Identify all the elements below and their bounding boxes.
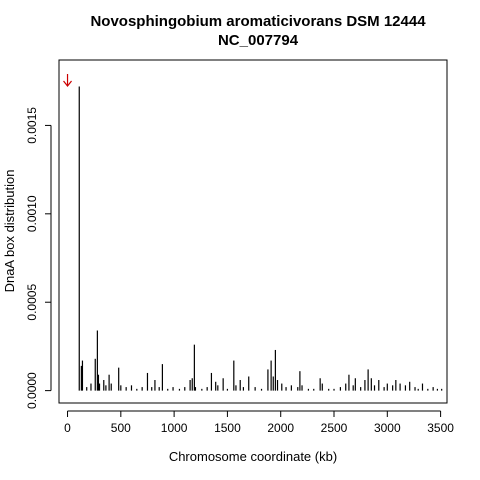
x-tick-label: 3500 (427, 421, 454, 435)
x-tick-label: 1500 (214, 421, 241, 435)
x-tick-label: 500 (111, 421, 131, 435)
plot-frame (58, 59, 448, 404)
origin-marker (63, 74, 72, 87)
chart-subtitle: NC_007794 (218, 32, 299, 49)
bars-group (78, 86, 443, 391)
y-axis-label: DnaA box distribution (2, 170, 17, 293)
origin-arrow (63, 80, 72, 87)
y-axis: 0.0000 0.0005 0.0010 0.0015 (25, 107, 52, 409)
x-tick-label: 1000 (161, 421, 188, 435)
y-tick-label: 0.0015 (25, 107, 39, 144)
x-tick-label: 3000 (374, 421, 401, 435)
y-tick-label: 0.0000 (25, 372, 39, 409)
x-tick-label: 2000 (267, 421, 294, 435)
y-tick-label: 0.0005 (25, 284, 39, 321)
x-tick-label: 2500 (321, 421, 348, 435)
x-axis: 0 500 1000 1500 2000 2500 3000 3500 (64, 410, 454, 435)
y-tick-label: 0.0010 (25, 195, 39, 232)
chart-title: Novosphingobium aromaticivorans DSM 1244… (90, 13, 426, 30)
x-tick-label: 0 (64, 421, 71, 435)
x-axis-label: Chromosome coordinate (kb) (169, 449, 337, 464)
